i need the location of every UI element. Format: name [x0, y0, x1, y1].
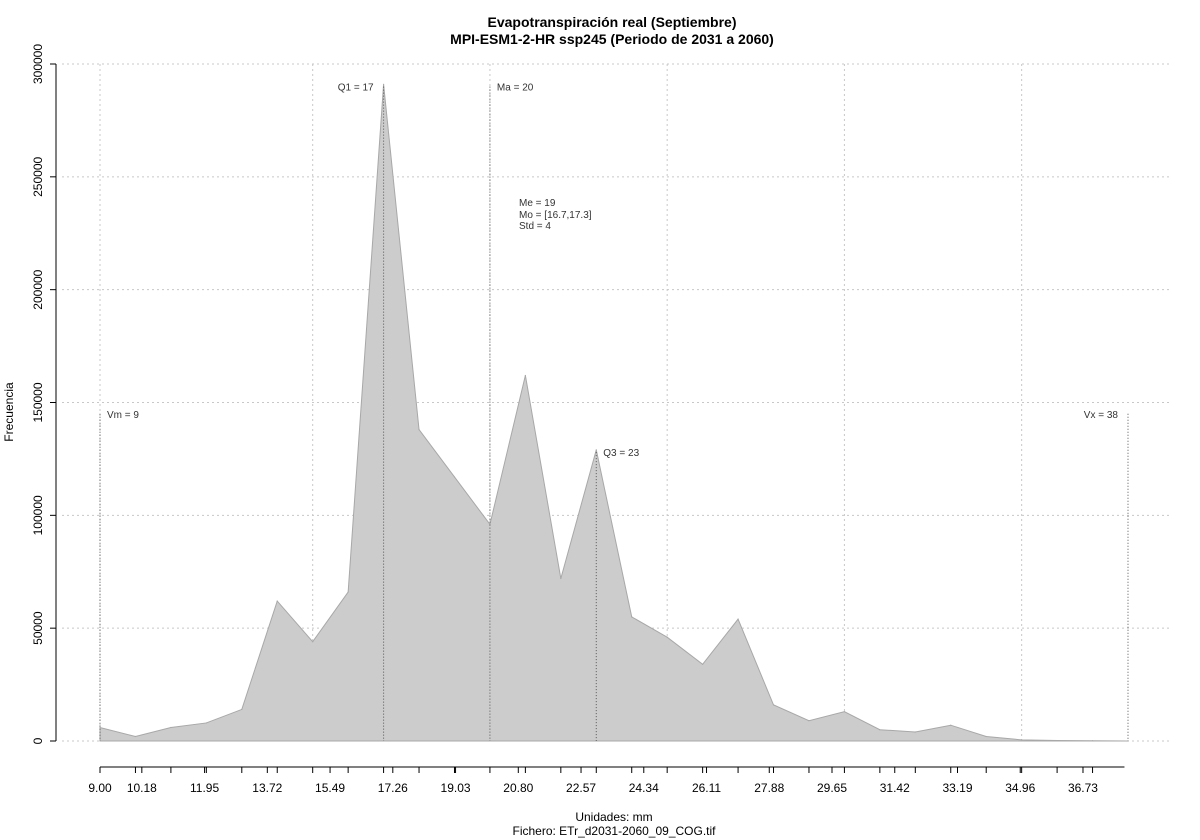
x-tick-label: 24.34: [629, 781, 659, 795]
y-tick-label: 200000: [31, 269, 45, 309]
data-point: [524, 374, 526, 377]
x-tick-label: 34.96: [1005, 781, 1035, 795]
stat-std: Std = 4: [519, 221, 551, 232]
x-tick-label: 33.19: [942, 781, 972, 795]
data-point: [312, 641, 314, 643]
data-point: [170, 726, 172, 729]
data-point: [241, 708, 243, 711]
x-tick-label: 36.73: [1068, 781, 1098, 795]
stat-line-label: Ma = 20: [497, 83, 534, 94]
x-tick-label: 11.95: [190, 781, 219, 795]
x-tick-label: 29.65: [817, 781, 847, 795]
data-point: [595, 449, 597, 451]
x-tick-label: 13.72: [252, 781, 282, 795]
data-point: [99, 726, 101, 729]
data-point: [631, 616, 633, 618]
x-tick-label: 26.11: [692, 781, 721, 795]
y-tick-label: 300000: [31, 44, 45, 84]
series-area-0: [99, 84, 1129, 742]
x-axis: 9.00 10.18 11.95 13.72 15.49 17.26 19.03 20.80 2…: [88, 766, 1125, 795]
stat-line-label: Q1 = 17: [338, 83, 374, 94]
data-point: [1021, 739, 1023, 741]
data-point: [702, 663, 704, 665]
data-point: [205, 722, 207, 724]
data-point: [666, 636, 668, 638]
data-point: [1056, 739, 1058, 742]
x-axis-label: Unidades: mm: [575, 810, 652, 824]
data-point: [772, 704, 775, 706]
x-tick-label: 15.49: [315, 781, 345, 795]
data-point: [418, 428, 420, 431]
x-tick-label: 17.26: [378, 781, 408, 795]
file-footer: Fichero: ETr_d2031-2060_09_COG.tif: [513, 824, 717, 838]
data-point: [382, 83, 385, 85]
data-point: [985, 735, 987, 738]
stat-median: Me = 19: [519, 198, 556, 209]
data-point: [737, 618, 739, 620]
data-point: [347, 591, 349, 593]
data-point: [950, 724, 952, 726]
data-point: [560, 577, 562, 580]
x-tick-label: 20.80: [503, 781, 533, 795]
y-tick-label: 150000: [31, 382, 45, 422]
x-tick-label: 10.18: [127, 781, 157, 795]
y-tick-label: 50000: [31, 611, 45, 645]
data-point: [914, 731, 916, 733]
statistic-lines: Vm = 9 Q1 = 17 Ma = 20 Q3 = 23 Vx = 38: [99, 83, 1129, 741]
chart-title: Evapotranspiración real (Septiembre): [488, 14, 737, 30]
data-point: [843, 711, 846, 713]
x-tick-label: 31.42: [880, 781, 910, 795]
y-tick-label: 0: [31, 737, 45, 744]
area-layer: [99, 83, 1129, 742]
stat-line-label: Q3 = 23: [603, 448, 639, 459]
stat-line-label: Vx = 38: [1084, 410, 1119, 421]
x-tick-label: 22.57: [566, 781, 596, 795]
data-point: [879, 729, 881, 731]
y-tick-label: 100000: [31, 495, 45, 535]
data-point: [134, 735, 137, 738]
data-point: [276, 600, 278, 602]
y-tick-label: 250000: [31, 156, 45, 196]
data-point: [453, 476, 456, 478]
chart-subtitle: MPI-ESM1-2-HR ssp245 (Periodo de 2031 a …: [450, 31, 774, 47]
y-axis: 0 50000 100000 150000 200000 250000 300000: [31, 44, 57, 744]
x-tick-label: 27.88: [754, 781, 784, 795]
data-point: [1091, 740, 1094, 742]
stat-mode: Mo = [16.7,17.3]: [519, 210, 592, 221]
data-point: [808, 720, 810, 722]
x-tick-label: 19.03: [441, 781, 471, 795]
y-axis-label: Frecuencia: [2, 382, 16, 442]
stat-line-label: Vm = 9: [107, 410, 139, 421]
x-tick-label: 9.00: [88, 781, 112, 795]
